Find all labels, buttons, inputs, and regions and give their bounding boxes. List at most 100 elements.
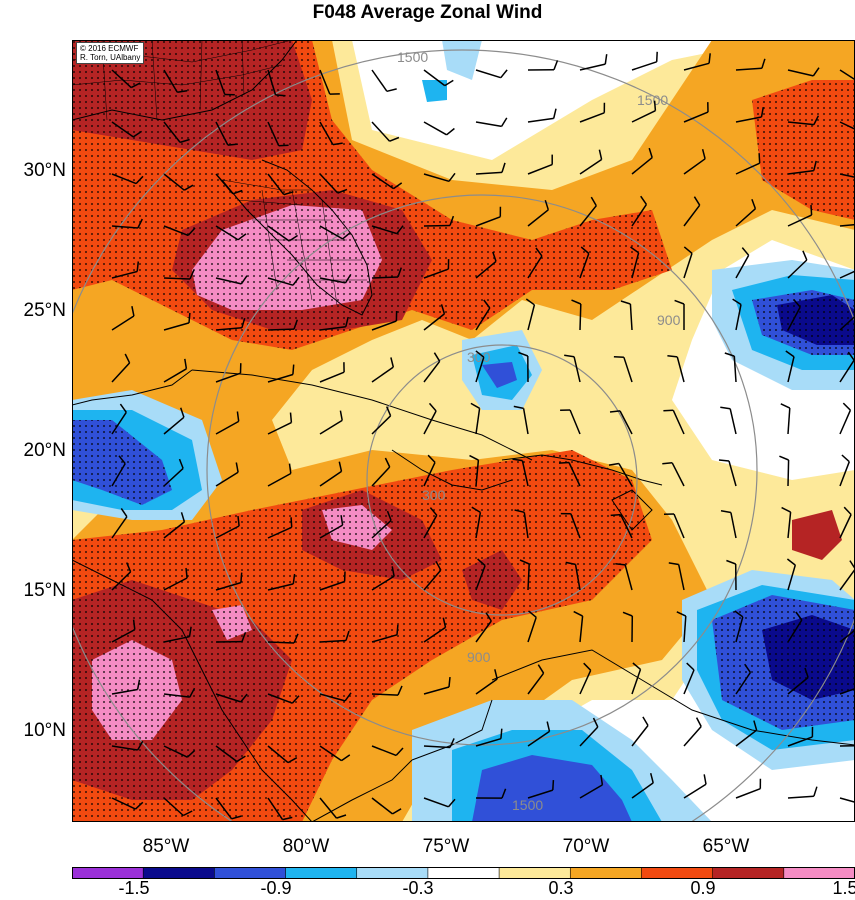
wind-barb — [267, 121, 289, 147]
wind-barb — [111, 261, 140, 279]
wind-barbs — [111, 51, 855, 821]
wind-barb — [163, 687, 196, 698]
wind-barb — [631, 195, 648, 227]
wind-barb — [579, 774, 604, 799]
wind-barb — [163, 458, 184, 487]
wind-barb — [319, 362, 345, 383]
wind-barb — [579, 196, 597, 227]
wind-barb — [111, 797, 144, 810]
wind-barb — [579, 246, 590, 279]
lat-label-30n: 30°N — [23, 160, 66, 181]
wind-barb — [571, 299, 582, 331]
wind-barb — [371, 685, 403, 696]
wind-barb — [674, 299, 685, 330]
wind-barb — [573, 610, 584, 643]
wind-barb — [564, 354, 581, 383]
wind-barb — [475, 612, 492, 643]
wind-barb — [525, 298, 536, 331]
lat-label-20n: 20°N — [23, 440, 66, 461]
wind-barb — [787, 115, 820, 126]
wind-barb — [267, 693, 300, 704]
colorbar-label-4: 0.9 — [690, 878, 716, 898]
wind-barb — [839, 223, 855, 227]
wind-barb — [560, 512, 581, 539]
wind-barb — [787, 786, 818, 799]
wind-barb — [735, 720, 758, 747]
wind-barb — [620, 300, 633, 331]
lon-label-65w: 65°W — [702, 836, 750, 857]
wind-barb — [215, 462, 239, 487]
wind-barb — [267, 573, 296, 591]
wind-barb — [111, 121, 143, 138]
wind-barb — [786, 558, 797, 591]
wind-barb — [423, 172, 456, 183]
wind-barb — [839, 69, 855, 81]
wind-barb — [579, 54, 608, 71]
wind-barb — [267, 69, 286, 97]
wind-barb — [724, 352, 737, 383]
wind-barb — [163, 269, 195, 280]
map-title: F048 Average Zonal Wind — [312, 2, 543, 23]
wind-barb — [512, 458, 529, 487]
lon-label-85w: 85°W — [142, 836, 190, 857]
wind-barb — [631, 716, 649, 747]
wind-barb — [215, 572, 243, 591]
wind-barb — [215, 797, 242, 820]
wind-barb — [735, 106, 765, 123]
wind-barb — [683, 149, 706, 175]
wind-barb — [726, 559, 737, 591]
wind-barb — [471, 506, 482, 539]
wind-barb — [735, 153, 761, 175]
wind-barb — [163, 358, 188, 383]
ring-label-900-b: 900 — [467, 649, 491, 665]
wind-barb — [111, 455, 126, 487]
wind-barb — [475, 162, 506, 175]
wind-barb — [111, 218, 143, 229]
wind-barb — [609, 410, 633, 435]
ring-label-300-b: 300 — [422, 487, 446, 503]
wind-barb — [371, 357, 395, 383]
wind-barb — [163, 121, 190, 144]
wind-barb — [785, 350, 795, 383]
wind-barb — [267, 517, 293, 539]
wind-barb — [319, 121, 343, 146]
wind-barb — [319, 69, 340, 95]
wind-barb — [163, 312, 191, 331]
wind-barb — [787, 726, 814, 747]
wind-barb — [215, 745, 246, 763]
wind-barb — [734, 610, 744, 643]
wind-barb — [839, 454, 851, 487]
wind-barb — [163, 69, 188, 94]
wind-barb — [683, 246, 693, 279]
colorbar — [72, 867, 855, 879]
wind-barb — [735, 247, 750, 279]
wind-barb — [527, 721, 551, 747]
wind-barb — [781, 506, 792, 539]
wind-barb — [111, 562, 132, 591]
wind-barb — [215, 275, 248, 285]
wind-barb — [631, 147, 653, 175]
wind-barb — [319, 173, 348, 194]
wind-barb — [683, 53, 711, 71]
wind-barb — [579, 662, 592, 695]
wind-barb — [319, 797, 347, 819]
wind-barb — [423, 352, 441, 383]
wind-barb — [371, 457, 391, 487]
wind-barb — [839, 121, 855, 130]
wind-barb — [513, 405, 529, 435]
wind-barb — [163, 745, 196, 758]
wind-barb — [215, 173, 243, 195]
wind-barb — [469, 454, 480, 487]
wind-barb — [215, 693, 248, 703]
wind-barb — [371, 745, 404, 757]
wind-barb — [319, 316, 349, 331]
colorbar-label-1: -0.9 — [260, 878, 292, 898]
wind-barb — [662, 462, 685, 487]
wind-barb — [319, 515, 344, 539]
wind-barb — [111, 619, 136, 643]
range-ring-1500 — [72, 49, 855, 822]
wind-barb — [779, 455, 790, 487]
wind-barb — [527, 780, 555, 799]
wind-barb — [631, 662, 642, 695]
wind-barb — [527, 247, 543, 279]
